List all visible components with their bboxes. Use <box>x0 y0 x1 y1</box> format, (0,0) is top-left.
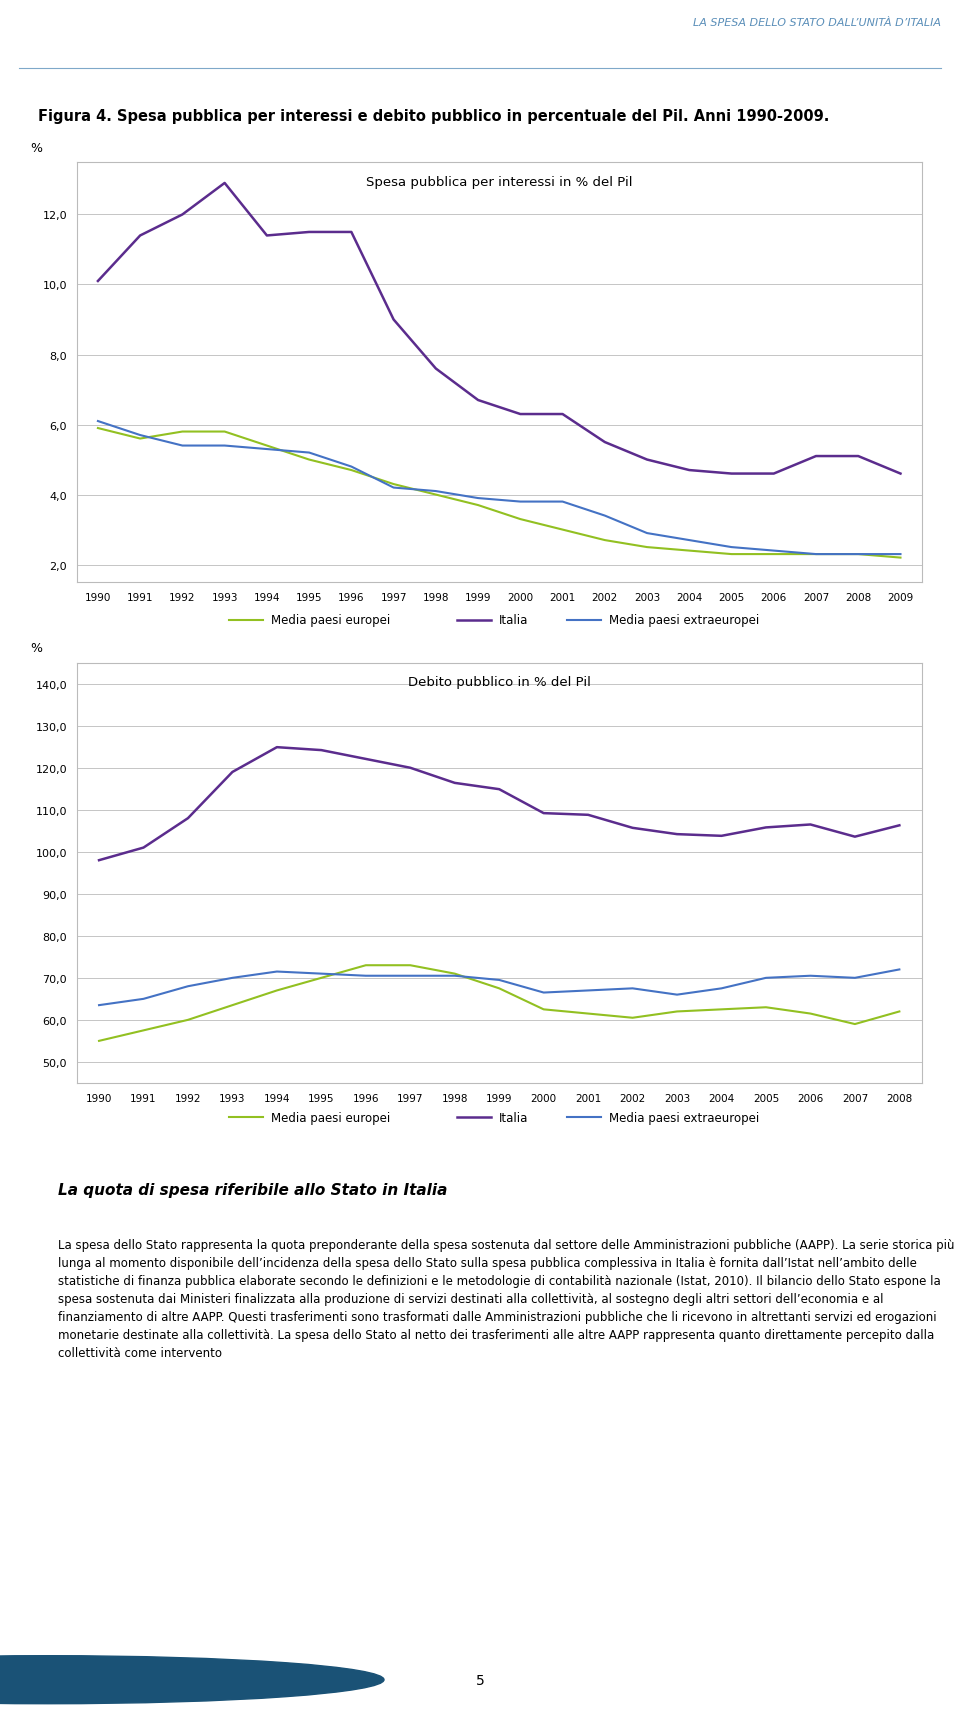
Text: Media paesi europei: Media paesi europei <box>271 614 391 627</box>
Text: Figura 4. Spesa pubblica per interessi e debito pubblico in percentuale del Pil.: Figura 4. Spesa pubblica per interessi e… <box>38 110 829 123</box>
Text: Spesa pubblica per interessi in % del Pil: Spesa pubblica per interessi in % del Pi… <box>366 175 633 189</box>
Circle shape <box>0 1656 384 1704</box>
Text: La spesa dello Stato rappresenta la quota preponderante della spesa sostenuta da: La spesa dello Stato rappresenta la quot… <box>58 1238 954 1359</box>
Text: %: % <box>31 142 42 154</box>
Text: LA SPESA DELLO STATO DALL’UNITÀ D’ITALIA: LA SPESA DELLO STATO DALL’UNITÀ D’ITALIA <box>693 19 941 27</box>
Text: Media paesi extraeuropei: Media paesi extraeuropei <box>609 614 759 627</box>
Text: Media paesi europei: Media paesi europei <box>271 1111 391 1124</box>
Text: Media paesi extraeuropei: Media paesi extraeuropei <box>609 1111 759 1124</box>
Text: Italia: Italia <box>499 614 529 627</box>
Text: Italia: Italia <box>499 1111 529 1124</box>
Text: La quota di spesa riferibile allo Stato in Italia: La quota di spesa riferibile allo Stato … <box>58 1183 447 1198</box>
Text: Debito pubblico in % del Pil: Debito pubblico in % del Pil <box>408 675 590 689</box>
Text: 5: 5 <box>475 1673 485 1687</box>
Text: %: % <box>31 643 42 655</box>
